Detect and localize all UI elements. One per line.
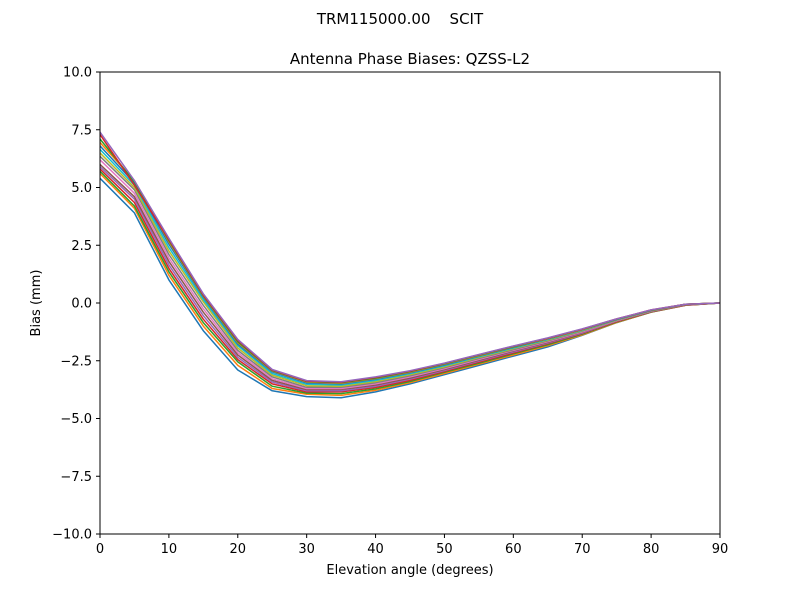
chart-title: Antenna Phase Biases: QZSS-L2	[290, 50, 530, 68]
series-layer	[100, 131, 720, 399]
y-tick-label: 5.0	[71, 181, 92, 196]
series-line-15	[100, 131, 720, 383]
y-tick-label: −7.5	[60, 470, 92, 485]
y-tick-label: −10.0	[52, 528, 92, 543]
x-axis: 0 10 20 30 40 50 60 70 80 90	[96, 534, 728, 557]
x-tick-label: 80	[643, 542, 660, 557]
x-tick-label: 20	[230, 542, 247, 557]
y-tick-label: 0.0	[71, 297, 92, 312]
y-tick-label: −5.0	[60, 412, 92, 427]
x-tick-label: 70	[574, 542, 591, 557]
x-tick-label: 30	[298, 542, 315, 557]
y-axis-label: Bias (mm)	[29, 270, 44, 337]
y-tick-label: −2.5	[60, 354, 92, 369]
y-tick-label: 10.0	[63, 66, 92, 81]
x-tick-label: 50	[436, 542, 453, 557]
x-tick-label: 0	[96, 542, 104, 557]
x-tick-label: 10	[161, 542, 178, 557]
y-axis: −10.0 −7.5 −5.0 −2.5 0.0 2.5 5.0 7.5 10.0	[52, 66, 100, 543]
x-tick-label: 40	[367, 542, 384, 557]
y-tick-label: 7.5	[71, 123, 92, 138]
x-tick-label: 90	[712, 542, 729, 557]
figure-suptitle: TRM115000.00 SCIT	[316, 10, 484, 28]
x-tick-label: 60	[505, 542, 522, 557]
x-axis-label: Elevation angle (degrees)	[326, 563, 493, 578]
y-tick-label: 2.5	[71, 239, 92, 254]
